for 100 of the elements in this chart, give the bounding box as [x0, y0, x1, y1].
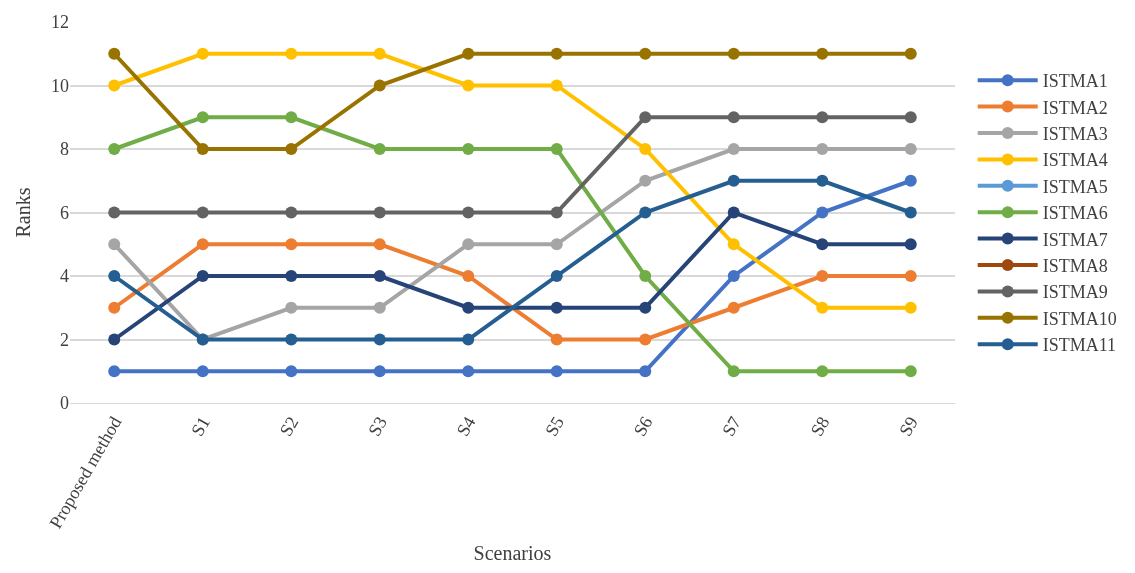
point [108, 301, 121, 314]
point [904, 111, 917, 124]
point [108, 365, 121, 378]
point [462, 79, 475, 92]
point [727, 143, 740, 155]
y-tick-label: 0 [60, 393, 69, 414]
point [550, 365, 563, 378]
point [727, 111, 740, 124]
point [816, 47, 829, 60]
point [373, 79, 386, 92]
point [373, 333, 386, 346]
point [196, 238, 209, 251]
point [285, 47, 298, 60]
point [550, 270, 563, 282]
x-tick-label: S5 [541, 413, 569, 440]
point [550, 47, 563, 60]
y-tick-label: 10 [51, 75, 69, 96]
y-tick-label: 6 [60, 202, 69, 223]
legend-label: ISTMA10 [1042, 308, 1117, 329]
point [462, 206, 475, 219]
point [285, 206, 298, 219]
point [816, 238, 829, 251]
point [108, 333, 121, 346]
point [108, 270, 121, 282]
point [904, 270, 917, 282]
point [285, 270, 298, 282]
point [904, 143, 917, 155]
point [550, 238, 563, 251]
point [196, 47, 209, 60]
x-tick-label: S6 [629, 413, 657, 440]
point [904, 365, 917, 378]
y-axis-title: Ranks [11, 187, 34, 238]
point [639, 301, 652, 314]
point [639, 206, 652, 219]
point [904, 238, 917, 251]
point [639, 47, 652, 60]
point [373, 47, 386, 60]
point [904, 301, 917, 314]
point [550, 143, 563, 155]
point [816, 174, 829, 187]
point [639, 270, 652, 282]
legend-label: ISTMA4 [1042, 150, 1108, 171]
x-tick-label: S8 [806, 413, 834, 440]
point [639, 365, 652, 378]
x-tick-label: S2 [275, 413, 303, 440]
legend-label: ISTMA8 [1042, 256, 1108, 277]
x-tick-label: S1 [187, 413, 215, 440]
point [727, 174, 740, 187]
point [462, 143, 475, 155]
point [727, 47, 740, 60]
point [462, 270, 475, 282]
point [373, 143, 386, 155]
point [196, 143, 209, 155]
point [816, 365, 829, 378]
legend-label: ISTMA3 [1042, 124, 1108, 145]
point [550, 333, 563, 346]
point [373, 301, 386, 314]
point [108, 143, 121, 155]
point [904, 174, 917, 187]
x-tick-label: S9 [895, 413, 923, 440]
point [373, 365, 386, 378]
point [373, 206, 386, 219]
point [196, 365, 209, 378]
point [196, 206, 209, 219]
point [108, 79, 121, 92]
legend-label: ISTMA1 [1042, 71, 1108, 92]
point [462, 301, 475, 314]
point [727, 365, 740, 378]
point [462, 365, 475, 378]
point [285, 333, 298, 346]
point [904, 206, 917, 219]
point [816, 270, 829, 282]
point [285, 365, 298, 378]
point [373, 270, 386, 282]
point [727, 301, 740, 314]
legend-label: ISTMA11 [1042, 335, 1117, 356]
point [462, 333, 475, 346]
point [462, 238, 475, 251]
point [108, 47, 121, 60]
y-tick-label: 8 [60, 139, 69, 160]
legend-label: ISTMA2 [1042, 97, 1108, 118]
legend-label: ISTMA9 [1042, 282, 1108, 303]
x-tick-label: S7 [718, 413, 746, 440]
point [816, 301, 829, 314]
y-tick-label: 12 [51, 12, 69, 33]
point [816, 143, 829, 155]
point [727, 206, 740, 219]
point [196, 111, 209, 124]
y-tick-label: 4 [60, 266, 69, 287]
point [727, 238, 740, 251]
point [462, 47, 475, 60]
point [639, 174, 652, 187]
point [550, 301, 563, 314]
point [285, 238, 298, 251]
point [108, 238, 121, 251]
legend-label: ISTMA5 [1042, 176, 1108, 197]
x-axis-title: Scenarios [473, 542, 552, 565]
point [285, 111, 298, 124]
point [639, 111, 652, 124]
legend-label: ISTMA7 [1042, 229, 1108, 250]
